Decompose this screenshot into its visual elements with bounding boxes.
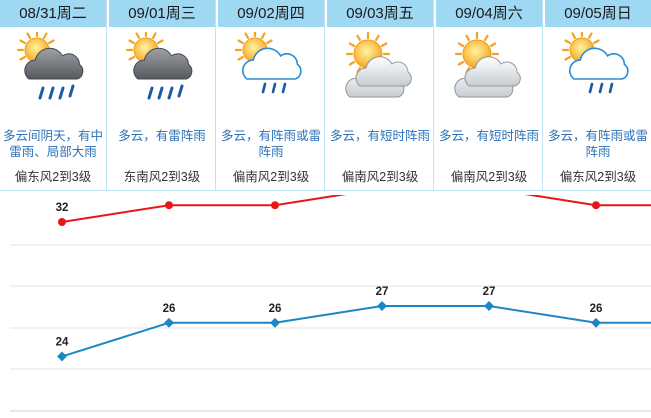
high-temp-point [58,218,66,226]
wind-text: 偏东风2到3级 [14,170,92,184]
low-temp-label: 27 [376,286,389,298]
weather-description: 多云，有阵雨或雷阵雨 [547,129,648,159]
high-temp-label: 33 [269,195,282,197]
low-temp-label: 27 [483,286,496,298]
low-temp-point [591,317,601,328]
low-temp-label: 26 [269,303,282,315]
low-temp-label: 26 [590,303,603,315]
sun-shower-icon [545,32,651,112]
forecast-day: 08/31周二 多云间阴天，有中雷雨、局部大雨偏东风2到3级 [0,0,107,190]
weather-description: 多云，有雷阵雨 [118,129,206,143]
weather-description: 多云间阴天，有中雷雨、局部大雨 [2,129,103,159]
day-date: 09/02周四 [218,0,324,27]
sun-cloud-icon [327,32,433,112]
low-temp-point [57,351,67,362]
weather-description: 多云，有阵雨或雷阵雨 [220,129,321,159]
forecast-day: 09/03周五 多云，有短时阵雨 偏南风2到3级 [327,0,434,190]
sun-cloud-icon [436,32,542,112]
low-temp-label: 24 [56,336,69,348]
high-temp-label: 33 [163,195,176,197]
low-temp-point [484,301,494,311]
low-temp-point [270,317,280,328]
high-temp-point [165,201,173,210]
sun-thundercloud-icon [109,32,215,112]
forecast-day: 09/01周三 多云，有雷阵雨 东南风2到3级 [109,0,216,190]
temperature-chart-svg: 323333343433242626272726 [10,168,651,412]
high-temp-label: 32 [56,202,69,214]
wind-text: 偏东风2到3级 [559,170,637,184]
day-date: 09/03周五 [327,0,433,27]
high-temp-label: 33 [590,195,603,197]
low-temp-label: 26 [163,303,176,315]
low-temp-point [164,317,174,328]
sun-thundercloud-icon [0,32,106,112]
temperature-chart: 323333343433242626272726 [0,168,651,413]
low-temp-line [61,305,651,358]
wind-text: 偏南风2到3级 [341,170,419,184]
weather-description: 多云，有短时阵雨 [438,129,539,143]
sun-shower-icon [218,32,324,112]
high-temp-line [61,187,651,223]
high-temp-point [271,201,279,210]
day-date: 09/05周日 [545,0,651,27]
forecast-panel: 08/31周二 多云间阴天，有中雷雨、局部大雨 偏东风2到3级 09/01周三 多云… [0,0,651,191]
weather-description: 多云，有短时阵雨 [329,129,430,143]
forecast-day: 09/02周四 多云，有阵雨或雷阵雨偏南风2到3级 [218,0,325,190]
day-date: 09/01周三 [109,0,215,27]
forecast-day: 09/05周日 多云，有阵雨或雷阵雨偏东风2到3级 [545,0,651,190]
wind-text: 偏南风2到3级 [450,170,528,184]
forecast-day: 09/04周六 多云，有短时阵雨 偏南风2到3级 [436,0,543,190]
wind-text: 东南风2到3级 [123,170,201,184]
day-date: 09/04周六 [436,0,542,27]
high-temp-point [592,201,600,210]
day-date: 08/31周二 [0,0,106,27]
low-temp-point [377,301,387,311]
wind-text: 偏南风2到3级 [232,170,310,184]
